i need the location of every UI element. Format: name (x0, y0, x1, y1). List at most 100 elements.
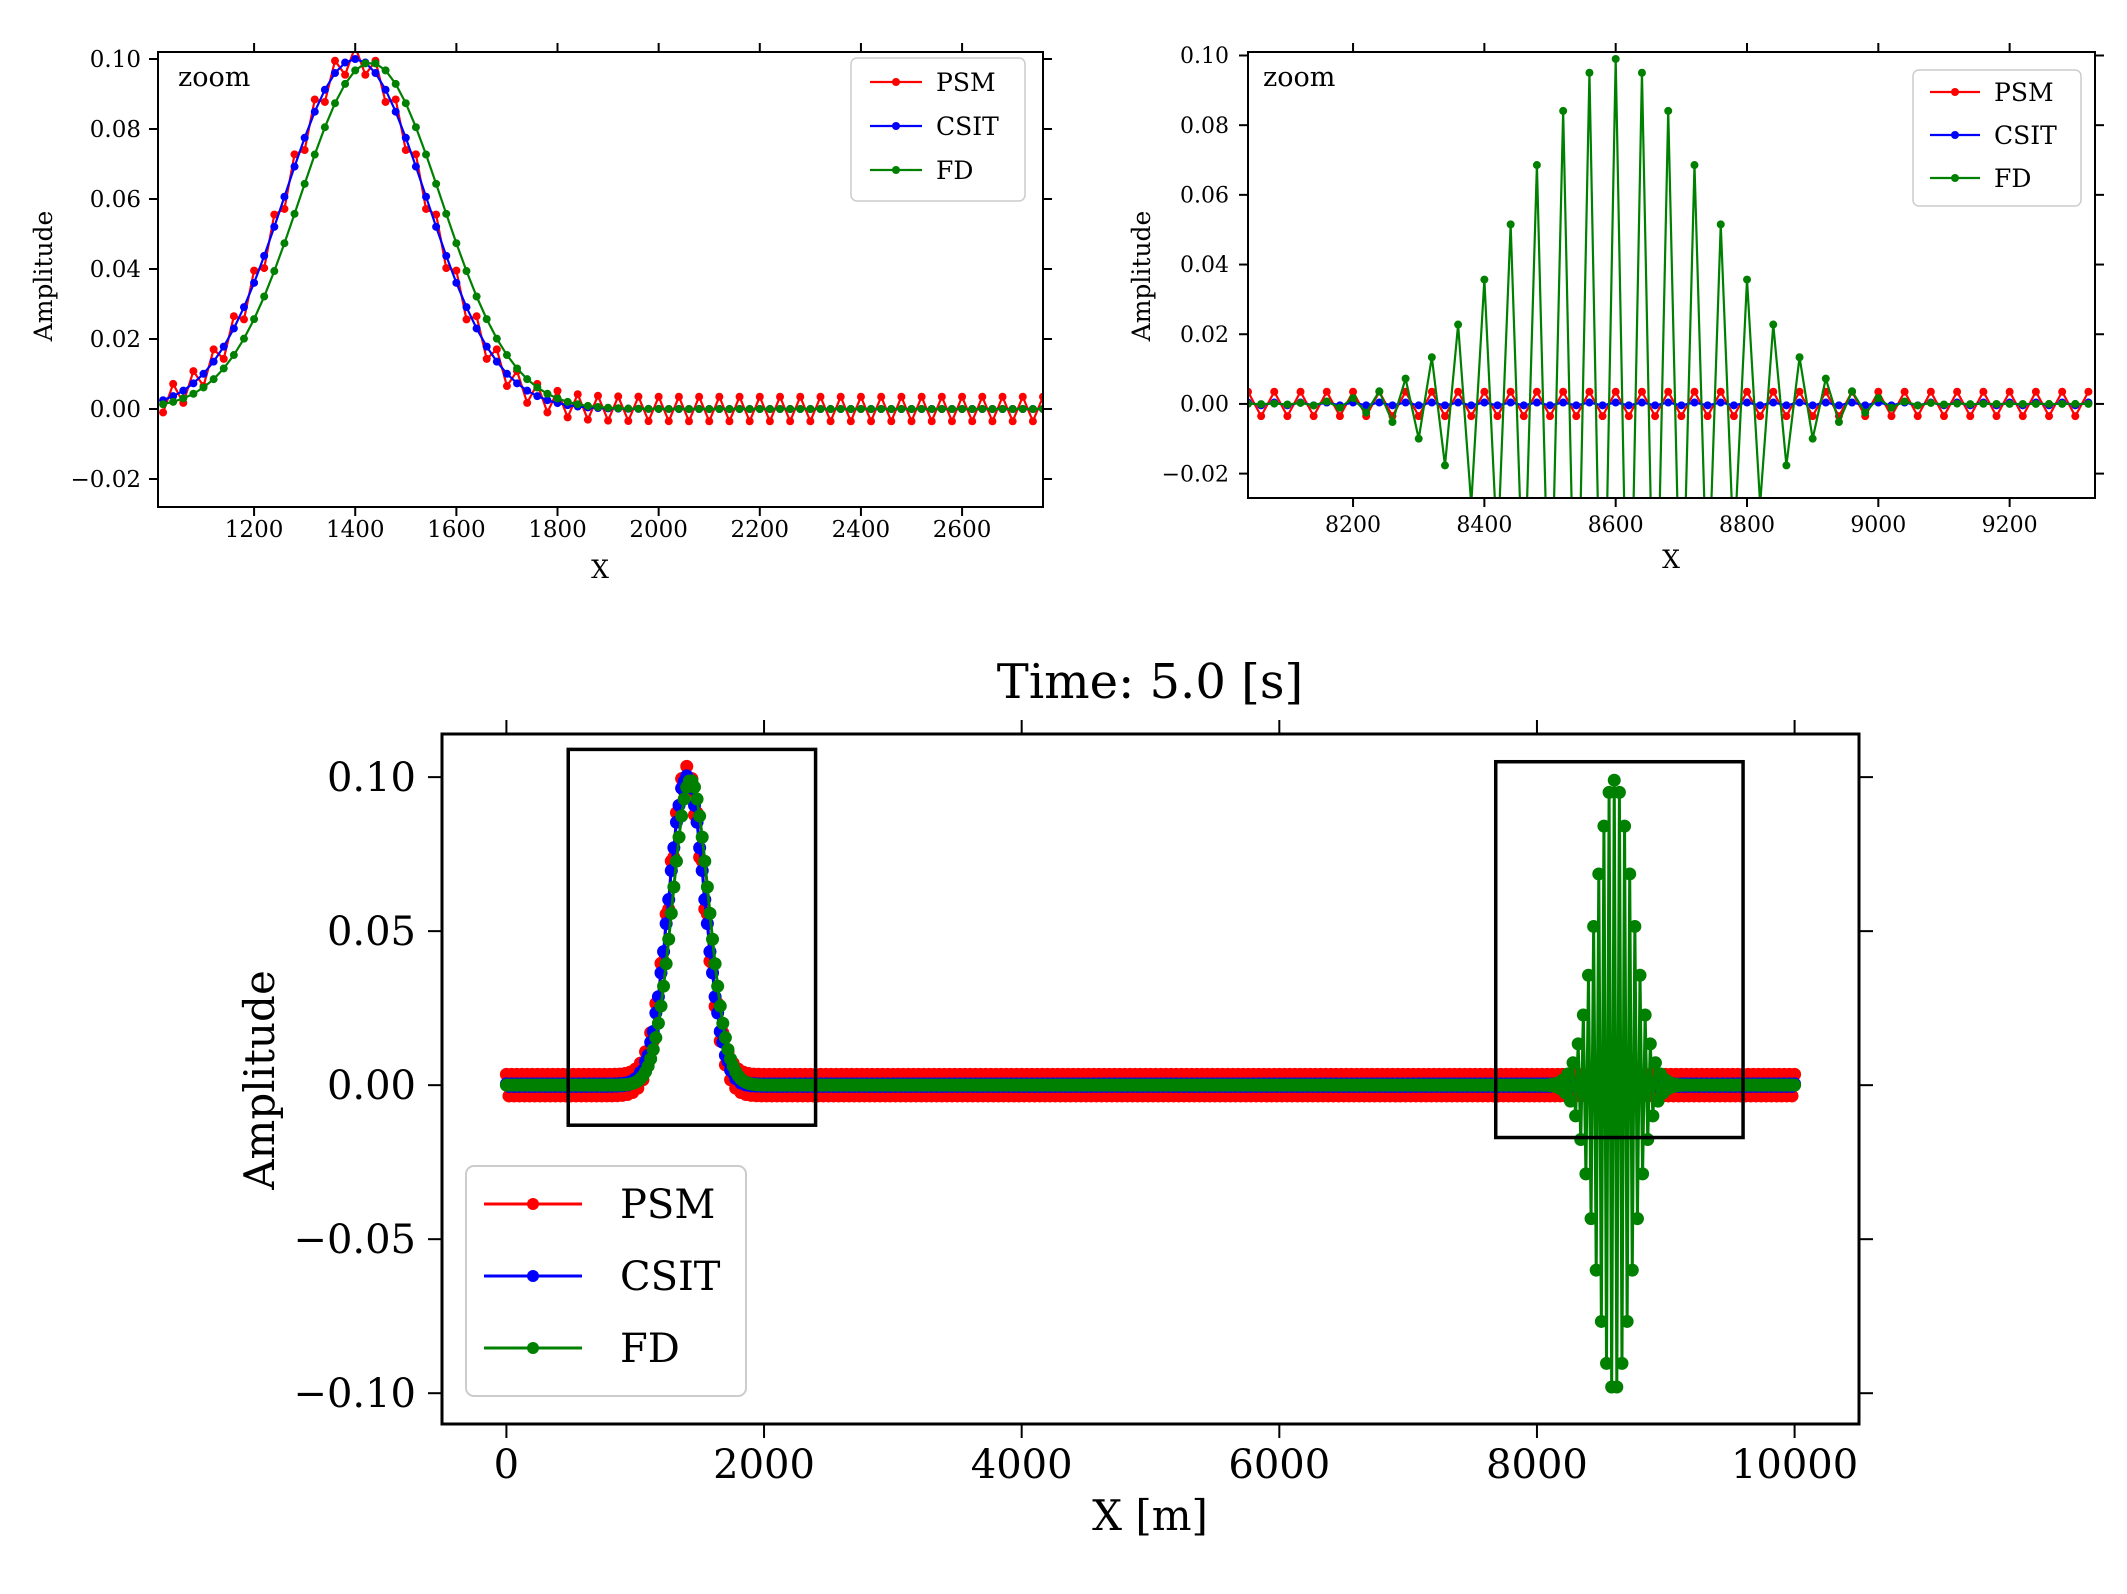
data-point-fd (2018, 399, 2027, 408)
data-point-psm (867, 417, 876, 426)
x-tick-label: 2000 (629, 517, 688, 543)
data-point-psm (1729, 412, 1738, 421)
data-point-fd (1730, 551, 1738, 559)
data-point-fd (1579, 1167, 1593, 1181)
data-point-fd (998, 405, 1007, 413)
data-point-fd (2005, 399, 2014, 408)
data-point-fd (796, 405, 805, 413)
data-point-fd (1607, 773, 1621, 787)
data-point-fd (687, 780, 701, 794)
data-point-psm (745, 417, 754, 426)
data-point-fd (331, 99, 339, 108)
zoom-right-ylabel: Amplitude (1127, 211, 1156, 343)
zoom-right-panel: 8200 8400 8600 8800 9000 9200 −0.02 0.00 0.02 0.0… (1127, 43, 2104, 723)
data-point-fd (1782, 461, 1791, 470)
data-point-fd (735, 405, 744, 413)
data-point-psm (765, 417, 774, 426)
data-point-psm (1624, 412, 1633, 421)
data-point-psm (826, 417, 835, 426)
data-point-psm (432, 210, 441, 219)
data-point-csit (543, 396, 552, 405)
data-point-fd (651, 1016, 665, 1030)
data-point-fd (624, 404, 633, 413)
data-point-fd (1440, 461, 1449, 470)
data-point-csit (270, 222, 279, 231)
data-point-psm (310, 95, 319, 104)
legend-entry-csit: CSIT (484, 1254, 721, 1300)
data-point-psm (1427, 387, 1436, 396)
data-point-fd (1559, 106, 1568, 115)
data-point-csit (189, 379, 198, 388)
data-point-fd (1569, 1109, 1583, 1123)
data-point-psm (1808, 412, 1817, 421)
data-point-psm (1532, 387, 1541, 396)
data-point-psm (1664, 387, 1673, 396)
data-point-fd (553, 394, 562, 403)
data-point-fd (765, 405, 774, 413)
data-point-fd (1572, 715, 1580, 723)
data-point-fd (563, 397, 572, 406)
data-point-fd (698, 854, 712, 868)
main-legend-frame (465, 1165, 747, 1397)
data-point-psm (998, 392, 1007, 401)
data-point-fd (310, 150, 319, 159)
data-point-psm (887, 417, 896, 426)
data-point-fd (1641, 1133, 1655, 1147)
x-tick-label: 2000 (713, 1442, 815, 1488)
data-point-psm (695, 392, 704, 401)
data-point-fd (1597, 819, 1611, 833)
data-point-fd (887, 405, 896, 413)
y-tick-label: 0.02 (1180, 323, 1229, 348)
y-tick-label: 0.02 (90, 327, 141, 353)
data-point-psm (1440, 412, 1449, 421)
data-point-csit (229, 324, 238, 333)
data-point-fd (320, 123, 329, 132)
data-point-psm (1795, 387, 1804, 396)
data-point-psm (614, 392, 623, 401)
legend-label: CSIT (620, 1254, 721, 1300)
data-point-fd (706, 932, 720, 946)
legend-entry-fd: FD (1930, 164, 2031, 193)
data-point-psm (159, 408, 168, 417)
data-point-fd (718, 1031, 732, 1045)
data-point-psm (1887, 412, 1896, 421)
data-point-fd (669, 854, 683, 868)
data-point-fd (1581, 968, 1595, 982)
data-point-fd (1467, 500, 1475, 508)
x-tick-label: 2600 (933, 517, 992, 543)
data-point-psm (644, 417, 653, 426)
x-tick-label: 8400 (1456, 513, 1512, 538)
data-point-fd (662, 932, 676, 946)
data-point-fd (1992, 399, 2001, 408)
data-point-csit (1821, 398, 1830, 407)
data-point-psm (806, 417, 815, 426)
data-point-fd (1834, 418, 1843, 426)
data-point-fd (1571, 1037, 1585, 1051)
data-point-fd (836, 405, 845, 413)
data-point-psm (239, 315, 248, 324)
data-point-fd (1625, 1263, 1639, 1277)
y-tick-label: 0.00 (327, 1063, 416, 1109)
main-title: Time: 5.0 [s] (997, 654, 1303, 710)
data-point-psm (968, 417, 977, 426)
data-point-fd (1808, 434, 1817, 443)
data-point-fd (1716, 220, 1725, 229)
data-point-csit (1637, 398, 1646, 407)
data-point-psm (229, 312, 238, 321)
data-point-fd (614, 404, 623, 413)
data-point-csit (169, 392, 178, 401)
data-point-psm (1939, 412, 1948, 421)
data-point-fd (695, 404, 704, 413)
data-point-fd (169, 397, 178, 406)
y-tick-label: 0.06 (90, 187, 141, 213)
data-point-fd (703, 906, 717, 920)
data-point-psm (189, 367, 198, 376)
data-point-psm (776, 392, 785, 401)
legend-swatch-marker (527, 1270, 539, 1282)
data-point-fd (371, 59, 380, 68)
x-tick-label: 8800 (1719, 513, 1775, 538)
data-point-psm (755, 392, 764, 401)
data-point-psm (1900, 387, 1909, 396)
data-point-psm (978, 392, 987, 401)
data-point-psm (1270, 387, 1279, 396)
